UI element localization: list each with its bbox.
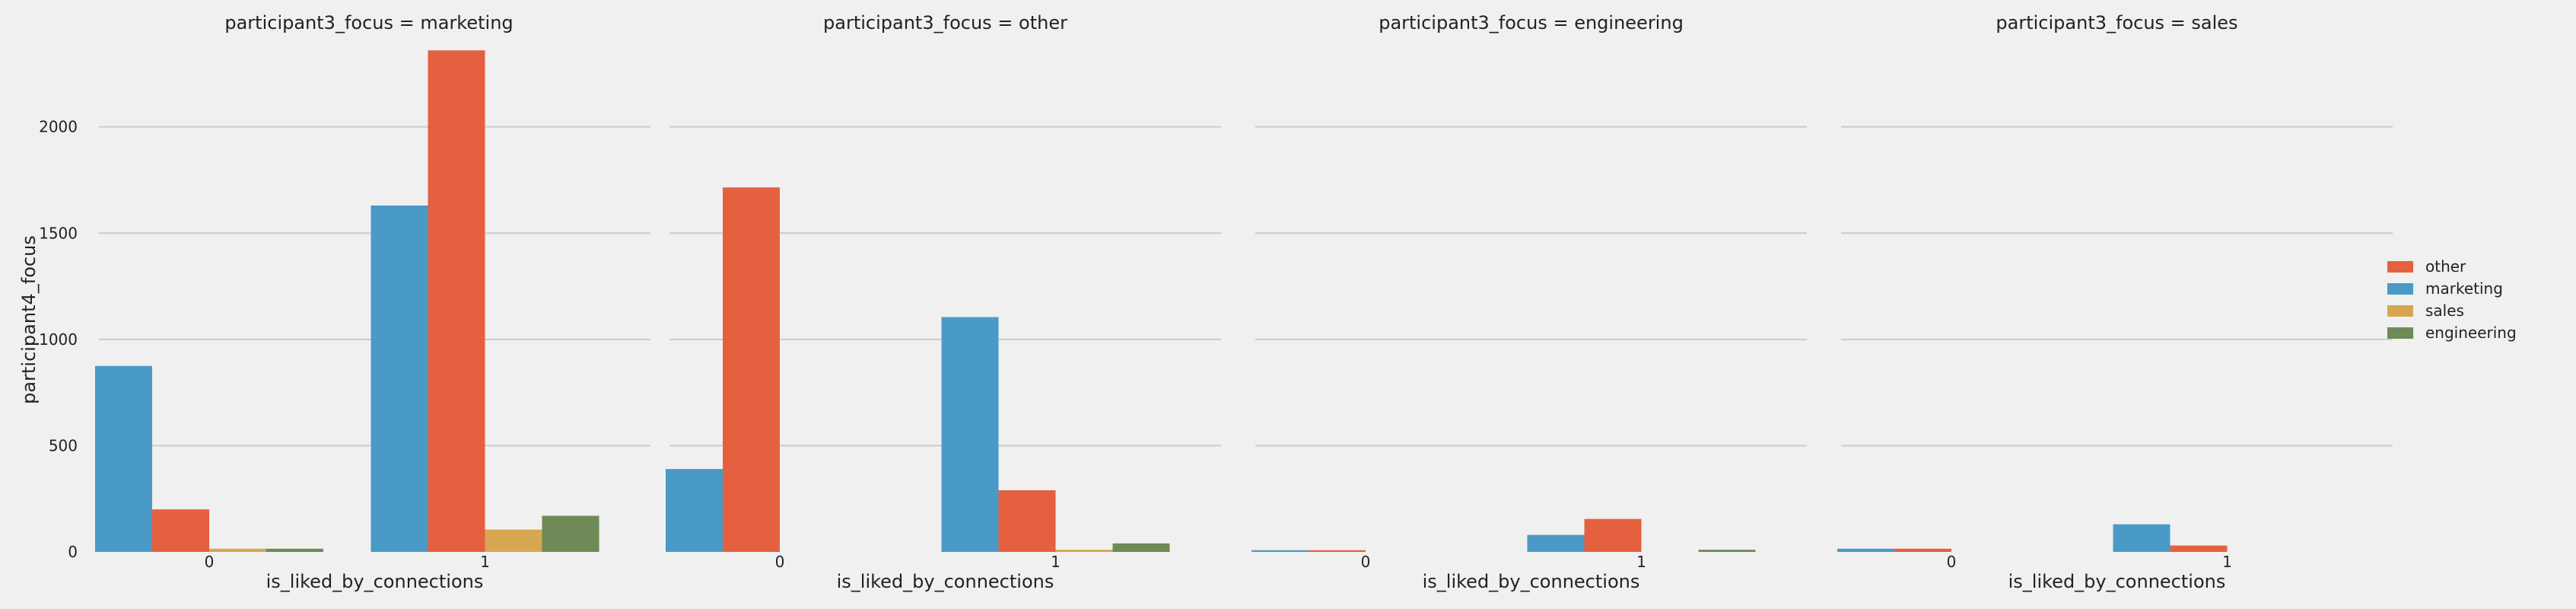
bar-marketing-0 xyxy=(95,365,152,552)
x-tick-label: 1 xyxy=(2222,553,2232,571)
facet-panel-1: participant3_focus = other 0 1is_liked_by_… xyxy=(666,12,1221,592)
x-tick-label: 0 xyxy=(1361,553,1371,571)
x-tick-label: 1 xyxy=(1051,553,1061,571)
x-tick-label: 1 xyxy=(1636,553,1646,571)
legend-swatch xyxy=(2387,305,2413,317)
legend-item-other: other xyxy=(2387,257,2466,276)
legend-swatch xyxy=(2387,283,2413,295)
legend-item-sales: sales xyxy=(2387,301,2464,320)
bar-other-1 xyxy=(998,490,1056,552)
bar-marketing-1 xyxy=(1527,534,1585,552)
x-tick-label: 0 xyxy=(1947,553,1957,571)
x-tick-label: 1 xyxy=(480,553,490,571)
x-tick-label: 0 xyxy=(775,553,785,571)
bar-other-0 xyxy=(1894,548,1951,552)
y-tick-label: 2000 xyxy=(39,118,78,136)
x-axis-title: is_liked_by_connections xyxy=(266,571,484,592)
bar-other-0 xyxy=(152,509,209,552)
panel-title: participant3_focus = engineering xyxy=(1379,12,1684,33)
legend-label: other xyxy=(2425,257,2466,276)
facet-panel-2: participant3_focus = engineering 0 1is_lik… xyxy=(1251,12,1807,592)
facet-panel-3: participant3_focus = sales 0 1is_liked_by_… xyxy=(1837,12,2393,592)
legend-swatch xyxy=(2387,261,2413,273)
x-axis-title: is_liked_by_connections xyxy=(837,571,1054,592)
bar-engineering-1 xyxy=(1112,543,1170,552)
bar-other-1 xyxy=(1584,518,1642,552)
legend-label: sales xyxy=(2425,301,2464,320)
legend-item-engineering: engineering xyxy=(2387,324,2517,342)
panel-title: participant3_focus = marketing xyxy=(224,12,513,33)
x-tick-label: 0 xyxy=(205,553,215,571)
bar-sales-1 xyxy=(1055,550,1113,552)
y-tick-label: 1500 xyxy=(39,224,78,242)
bar-sales-1 xyxy=(485,529,542,552)
legend-swatch xyxy=(2387,327,2413,339)
bar-other-1 xyxy=(428,50,485,552)
x-axis-title: is_liked_by_connections xyxy=(1423,571,1640,592)
legend: other marketing sales engineering xyxy=(2387,257,2517,342)
bar-marketing-1 xyxy=(370,205,428,552)
bar-marketing-0 xyxy=(666,469,723,552)
y-tick-label: 0 xyxy=(68,543,78,561)
y-axis-title: participant4_focus xyxy=(18,235,40,404)
bar-marketing-0 xyxy=(1251,550,1309,552)
bar-sales-0 xyxy=(209,548,266,552)
bar-other-0 xyxy=(723,187,780,552)
legend-label: engineering xyxy=(2425,324,2517,342)
facet-panel-0: participant3_focus = marketing 0 1is_liked… xyxy=(18,12,650,592)
panel-title: participant3_focus = sales xyxy=(1996,12,2237,33)
bar-marketing-0 xyxy=(1837,548,1894,552)
panel-title: participant3_focus = other xyxy=(823,12,1067,33)
bar-other-1 xyxy=(2170,545,2228,552)
bar-marketing-1 xyxy=(2113,524,2171,552)
y-tick-label: 1000 xyxy=(39,330,78,349)
legend-label: marketing xyxy=(2425,279,2503,298)
y-tick-label: 500 xyxy=(49,436,78,454)
bar-other-0 xyxy=(1309,550,1366,552)
bar-engineering-1 xyxy=(1698,550,1756,552)
bar-engineering-1 xyxy=(542,515,599,552)
bar-engineering-0 xyxy=(266,548,323,552)
bar-marketing-1 xyxy=(941,317,999,552)
legend-item-marketing: marketing xyxy=(2387,279,2503,298)
x-axis-title: is_liked_by_connections xyxy=(2008,571,2226,592)
